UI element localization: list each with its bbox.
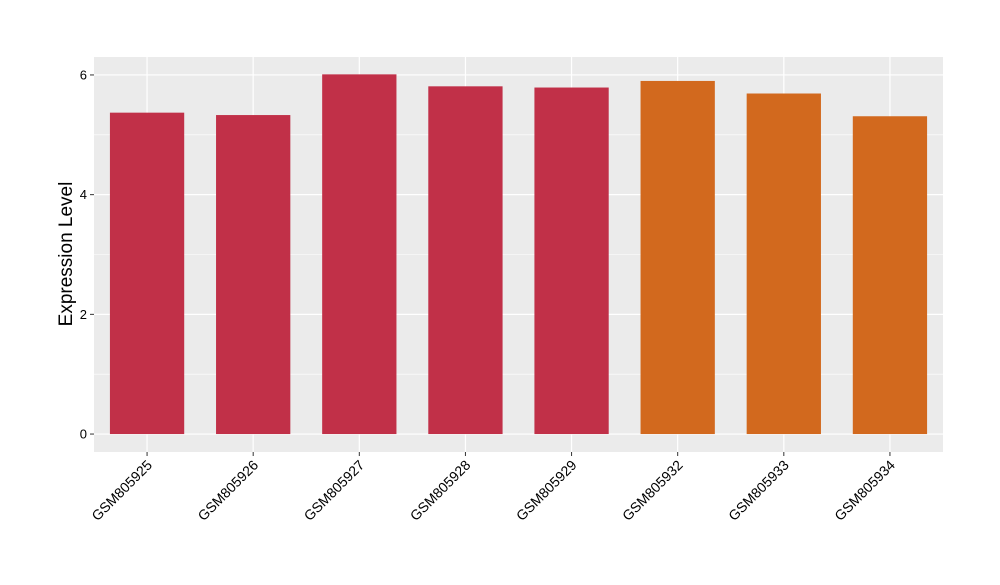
x-tick-label: GSM805925 xyxy=(88,457,155,524)
x-axis-ticks: GSM805925 GSM805926 GSM805927 GSM805928 GSM8… xyxy=(88,452,898,524)
x-tick-label: GSM805934 xyxy=(831,457,898,524)
y-axis-title: Expression Level xyxy=(56,182,77,327)
bar-gsm805927 xyxy=(322,74,397,435)
bar-gsm805928 xyxy=(428,86,503,435)
x-tick-label: GSM805927 xyxy=(301,457,368,524)
x-tick-label: GSM805929 xyxy=(513,457,580,524)
x-tick-label: GSM805926 xyxy=(194,457,261,524)
x-tick-label: GSM805933 xyxy=(725,457,792,524)
y-tick-label: 2 xyxy=(80,307,87,322)
bars xyxy=(109,74,928,435)
bar-gsm805926 xyxy=(216,115,291,435)
x-tick-label: GSM805928 xyxy=(407,457,474,524)
bar-gsm805925 xyxy=(109,112,185,435)
y-tick-label: 6 xyxy=(80,67,87,82)
y-tick-label: 4 xyxy=(80,187,87,202)
x-tick-label: GSM805932 xyxy=(619,457,686,524)
bar-gsm805932 xyxy=(640,80,715,435)
bar-gsm805929 xyxy=(534,87,609,435)
bar-gsm805934 xyxy=(852,116,928,435)
bar-gsm805933 xyxy=(746,93,821,435)
y-axis-ticks: 0 2 4 6 xyxy=(80,67,94,442)
y-tick-label: 0 xyxy=(80,427,87,442)
